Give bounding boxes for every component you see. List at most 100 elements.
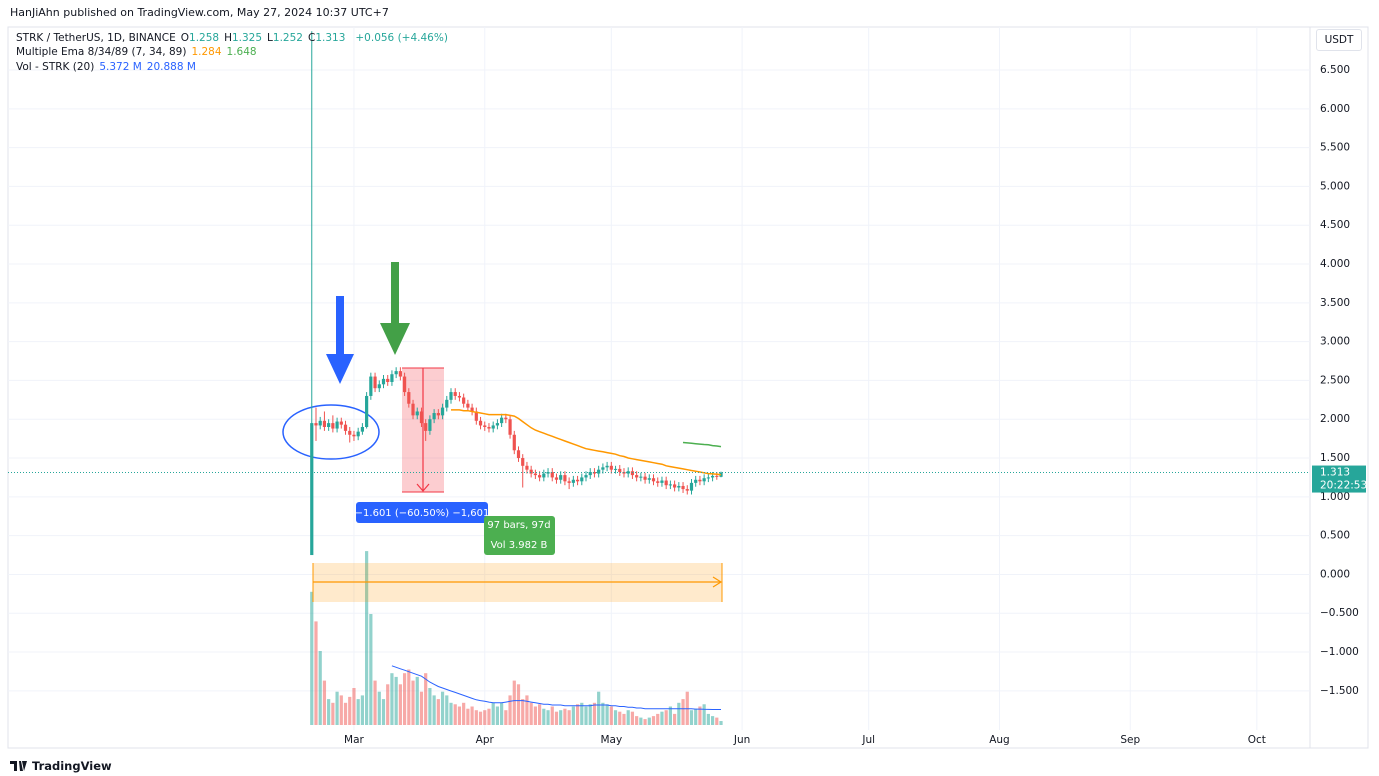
volume-bar [559,710,563,725]
volume-bar [327,699,331,725]
candle-body [512,434,516,451]
candle-body [639,476,643,478]
x-tick-label: Jul [861,734,875,746]
volume-bar [331,702,335,725]
volume-bar [445,695,449,725]
candle-body [677,485,681,488]
bars-label-box [484,516,555,555]
logo [10,760,27,771]
candle-body [457,395,462,398]
candle-body [419,411,424,424]
volume-bar [478,711,483,725]
candle-body [538,475,542,478]
measure-box [402,368,444,492]
volume-bar [373,680,377,725]
bars-label: 97 bars, 97d [487,520,550,531]
volume-bar [660,711,664,725]
candle-body [609,465,613,470]
y-tick-label: 2.500 [1320,374,1350,386]
volume-bar [689,710,694,725]
y-tick-label: −1.000 [1320,646,1359,658]
volume-bar [656,713,660,725]
candle-body [630,471,635,476]
candle-body [343,424,348,431]
candle-body [601,467,605,470]
measure-label: −1.601 (−60.50%) −1,601 [355,508,490,519]
candle-body [567,481,571,483]
candle-body [386,378,390,382]
candle-body [415,411,419,416]
volume-bar [314,621,318,725]
volume-bar [706,713,710,725]
volume-bar [538,704,542,725]
ohlc-key: O [180,32,190,44]
volume-pane [310,551,723,725]
y-tick-label: 0.500 [1320,530,1350,542]
candle-body [580,477,584,482]
x-tick-label: Apr [476,734,495,746]
x-tick-label: Mar [344,734,364,746]
ema-name: Multiple Ema 8/34/89 (7, 34, 89) [16,46,187,58]
volume-bar [542,708,546,725]
candle-body [428,419,432,431]
volume-bar [601,702,605,725]
volume-bar [310,591,314,725]
x-tick-label: Oct [1248,734,1266,746]
volume-bar [664,710,668,725]
candle-body [681,485,685,490]
candle-body [377,384,381,389]
candle-body [314,423,318,426]
volume-bar [377,691,381,725]
candle-body [563,475,567,482]
candle-body [348,430,352,435]
candle-body [487,426,491,429]
volume-bar [516,684,521,725]
volume-bar [348,696,352,725]
volume-bar [487,708,491,725]
candle-body [398,371,402,377]
candle-body [470,407,474,412]
ohlc-key: H [224,32,232,44]
volume-bar [424,673,428,725]
grid [8,27,1310,730]
volume-bar [360,695,365,725]
candle-body [445,399,449,408]
candle-body [440,407,445,416]
volume-ma-line [391,665,721,710]
candle-body [529,469,533,474]
volume-bar [453,704,457,725]
candle-body [605,465,609,468]
candle-body [474,411,478,421]
volume-bar [407,669,411,725]
volume-bar [533,706,537,725]
volume-bar [681,699,685,725]
candle-body [702,478,706,482]
volume-bar [440,691,445,725]
candle-body [516,450,521,459]
volume-bar [508,695,512,725]
candle-body [352,434,356,437]
volume-bar [719,721,723,725]
vol-name: Vol - STRK (20) [16,61,95,73]
footer: TradingView [10,759,112,773]
y-tick-label: 2.000 [1320,413,1350,425]
volume-bar [563,708,567,725]
candle-body [407,392,411,404]
candle-body [588,472,592,476]
volume-bar [622,713,626,725]
candle-body [575,479,580,482]
highlight-ellipse [282,404,380,460]
measure-labels: −1.601 (−60.50%) −1,601 97 bars, 97d Vol… [355,502,555,555]
candle-body [706,477,710,479]
volume-bar [398,684,402,725]
x-tick-label: Jun [733,734,750,746]
ohlc-key: C [307,32,316,44]
candle-body [495,423,500,426]
vol-value: 5.372 M [99,61,142,73]
ema-line [682,441,722,448]
volume-bar [647,717,651,725]
currency-button[interactable]: USDT [1316,29,1362,51]
candle-body [478,420,483,426]
date-range-arrowhead [712,576,723,588]
